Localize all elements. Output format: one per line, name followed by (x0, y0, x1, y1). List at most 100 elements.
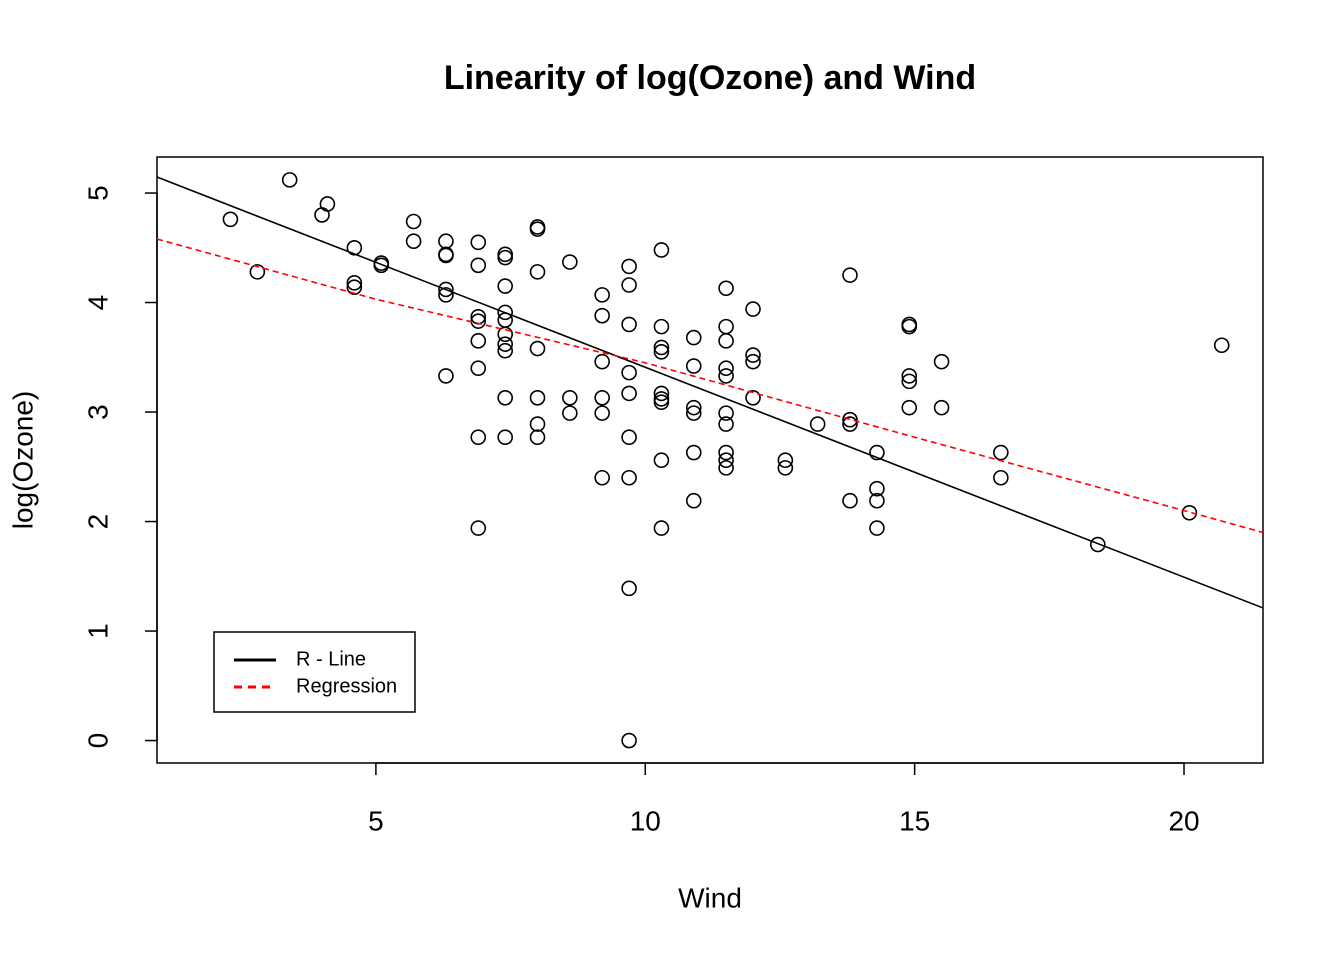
y-tick-label: 2 (82, 514, 113, 530)
point (901, 318, 918, 335)
point (470, 520, 487, 536)
point (718, 333, 734, 349)
point (438, 281, 454, 298)
point (621, 316, 637, 333)
point (594, 469, 610, 486)
point (529, 221, 546, 237)
point (470, 360, 487, 377)
point (346, 275, 363, 291)
point (497, 342, 513, 359)
x-tick-label: 5 (368, 805, 384, 836)
point (529, 340, 546, 357)
y-axis-label: log(Ozone) (7, 391, 38, 530)
point (685, 444, 702, 461)
legend-label: Regression (296, 675, 397, 697)
point (497, 390, 513, 406)
point (718, 416, 734, 432)
point (621, 364, 637, 381)
x-axis-label: Wind (678, 882, 742, 913)
point (718, 405, 734, 421)
point (594, 390, 610, 406)
point (621, 258, 637, 275)
point (1181, 504, 1198, 521)
x-tick-label: 10 (630, 805, 661, 836)
point (653, 385, 670, 402)
point (1213, 337, 1230, 354)
point (562, 405, 578, 421)
point (314, 207, 330, 223)
point (718, 368, 734, 384)
point (777, 452, 794, 469)
point (685, 492, 702, 509)
point (405, 213, 422, 230)
point (594, 287, 610, 303)
y-tick-label: 4 (82, 295, 113, 311)
point (621, 277, 637, 293)
point (933, 353, 950, 370)
point (470, 257, 487, 274)
point (901, 368, 918, 384)
point (621, 580, 637, 597)
point (718, 452, 734, 469)
point (497, 278, 513, 294)
point (497, 429, 513, 446)
point (901, 373, 918, 390)
x-tick-label: 15 (899, 805, 930, 836)
fit-line (157, 176, 1263, 609)
point (718, 318, 734, 335)
point (529, 264, 546, 280)
point (529, 416, 546, 432)
point (438, 247, 454, 264)
point (653, 344, 670, 360)
legend-label: R - Line (296, 648, 366, 670)
point (529, 429, 546, 446)
point (1090, 536, 1106, 553)
point (346, 279, 363, 296)
point (745, 301, 761, 317)
point (653, 520, 670, 536)
point (438, 233, 454, 250)
point (470, 333, 487, 349)
point (993, 469, 1009, 486)
point (653, 339, 670, 356)
point (497, 326, 513, 343)
point (685, 329, 702, 346)
point (933, 399, 950, 416)
point (901, 399, 918, 416)
point (718, 280, 734, 297)
point (281, 172, 298, 188)
point (745, 347, 761, 363)
fit-line (157, 238, 1263, 534)
point (405, 233, 422, 250)
point (653, 452, 670, 469)
y-tick-label: 0 (82, 733, 113, 749)
y-tick-label: 1 (82, 623, 113, 639)
point (438, 368, 454, 384)
point (562, 254, 578, 270)
point (497, 246, 513, 263)
legend-box (213, 631, 416, 713)
point (222, 211, 239, 228)
point (842, 416, 858, 432)
point (497, 336, 513, 352)
point (869, 520, 885, 536)
point (653, 242, 670, 258)
point (497, 304, 513, 321)
point (319, 196, 336, 212)
point (869, 480, 885, 497)
point (809, 416, 826, 432)
point (621, 429, 637, 446)
point (745, 353, 761, 370)
point (621, 469, 637, 486)
point (653, 394, 670, 410)
point (993, 444, 1009, 461)
x-tick-label: 20 (1168, 805, 1199, 836)
point (718, 444, 734, 461)
point (594, 307, 610, 324)
point (594, 353, 610, 370)
point (685, 405, 702, 421)
y-tick-label: 3 (82, 404, 113, 420)
point (249, 264, 266, 280)
point (529, 390, 546, 406)
